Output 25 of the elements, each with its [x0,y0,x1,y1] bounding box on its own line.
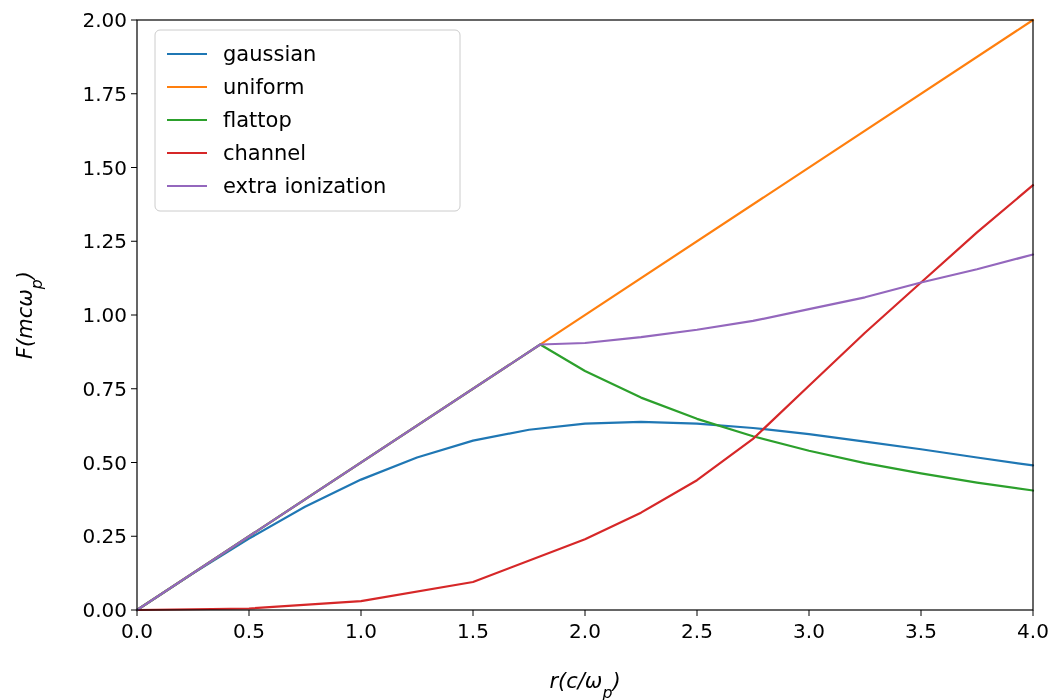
y-tick-label: 1.00 [82,303,127,327]
y-tick-label: 2.00 [82,8,127,32]
y-tick-label: 0.00 [82,598,127,622]
x-tick-label: 2.5 [681,619,713,643]
y-tick-label: 1.75 [82,81,127,106]
x-tick-label: 3.5 [905,619,937,643]
x-tick-label: 4.0 [1017,619,1049,643]
line-series [135,253,1035,612]
x-tick-label: 1.0 [345,619,377,643]
x-axis-title: r(c/ω$_{p}$) [549,669,621,700]
x-tick-label: 1.5 [457,619,489,643]
x-tick-label: 2.0 [569,619,601,643]
legend-label: uniform [223,75,305,99]
legend-label: extra ionization [223,174,387,198]
x-tick-label: 0.5 [233,619,265,643]
x-tick-label: 0.0 [121,619,153,643]
y-tick-label: 0.50 [82,450,127,475]
y-tick-label: 1.50 [82,155,127,180]
legend-label: gaussian [223,42,317,66]
y-tick-label: 0.75 [82,376,127,401]
legend-label: channel [223,141,307,165]
y-tick-label: 0.25 [82,524,127,549]
legend-label: flattop [223,108,292,132]
y-tick-label: 1.25 [82,229,127,254]
x-tick-label: 3.0 [793,619,825,643]
